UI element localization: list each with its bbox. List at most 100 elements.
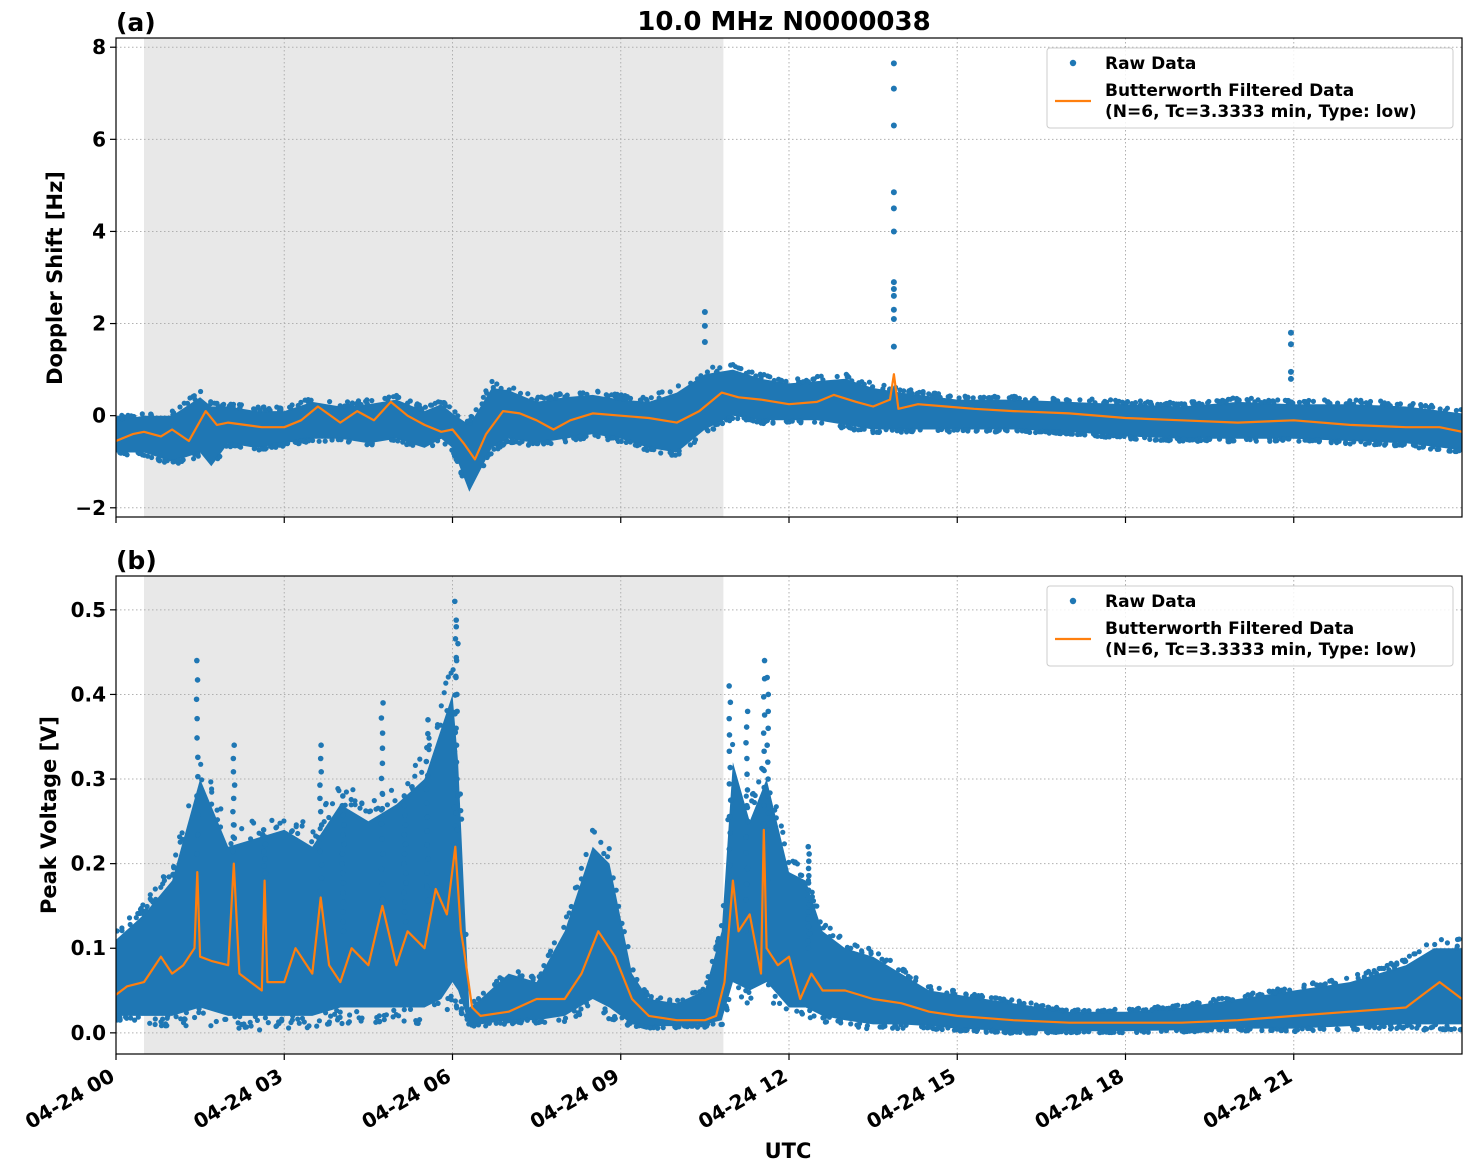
raw-data-point (956, 395, 962, 401)
raw-data-point (627, 439, 634, 445)
raw-data-spike-point (765, 877, 771, 884)
raw-data-point (849, 378, 855, 384)
raw-data-point (493, 1020, 499, 1026)
raw-data-point (170, 871, 176, 877)
raw-data-point (1033, 1002, 1039, 1008)
raw-data-point (348, 802, 354, 808)
raw-data-point (983, 1028, 989, 1034)
raw-data-point (1331, 981, 1337, 987)
raw-data-point (177, 404, 183, 410)
raw-data-point (119, 928, 125, 934)
raw-data-point (1147, 436, 1153, 442)
raw-data-point (826, 1014, 833, 1020)
filtered-data-line (116, 828, 1462, 1024)
raw-data-point (238, 402, 244, 408)
raw-data-point (727, 418, 733, 424)
raw-data-point (1026, 429, 1032, 435)
y-tick-label: 0.5 (71, 598, 106, 622)
raw-data-point (463, 1013, 469, 1019)
raw-data-point (519, 439, 525, 445)
raw-data-spike-point (260, 863, 267, 869)
raw-data-point (903, 428, 910, 434)
raw-data-point (655, 1025, 661, 1031)
raw-data-point (650, 446, 656, 452)
raw-data-point (743, 793, 749, 799)
raw-data-spike-point (193, 696, 200, 703)
raw-data-spike-point (454, 827, 461, 833)
raw-data-point (228, 841, 234, 847)
raw-data-point (1275, 986, 1281, 992)
raw-data-spike-point (403, 880, 409, 886)
raw-data-point (419, 769, 425, 775)
raw-data-point (710, 426, 716, 432)
raw-data-point (126, 915, 133, 921)
raw-data-outlier (890, 286, 897, 293)
raw-data-point (1407, 1022, 1413, 1028)
raw-data-point (1063, 397, 1069, 403)
raw-data-point (355, 398, 362, 404)
raw-data-spike-point (402, 841, 409, 848)
raw-data-point (198, 388, 204, 395)
raw-data-point (1346, 399, 1353, 405)
raw-data-spike-point (340, 889, 346, 896)
raw-data-point (417, 405, 424, 411)
raw-data-spike-point (760, 694, 767, 700)
raw-data-spike-point (424, 814, 431, 820)
raw-data-point (534, 440, 540, 447)
raw-data-point (659, 389, 665, 395)
raw-data-point (404, 441, 410, 448)
raw-data-point (944, 427, 950, 433)
raw-data-spike-point (805, 894, 812, 901)
raw-data-spike-point (194, 677, 201, 683)
raw-data-point (181, 400, 187, 406)
raw-data-point (144, 903, 150, 910)
raw-data-points (116, 362, 1462, 479)
raw-data-point (848, 1021, 854, 1027)
raw-data-spike-point (401, 928, 408, 935)
raw-data-point (1306, 397, 1312, 404)
raw-data-point (568, 903, 574, 910)
raw-data-spike-point (318, 742, 324, 749)
raw-data-point (1148, 399, 1154, 405)
raw-data-point (913, 978, 919, 984)
raw-data-point (232, 1014, 238, 1020)
y-tick-label: −2 (75, 496, 106, 520)
raw-data-point (945, 1025, 951, 1031)
raw-data-point (974, 1027, 981, 1033)
raw-data-spike-point (401, 889, 407, 896)
raw-data-point (900, 1025, 906, 1031)
raw-data-point (153, 896, 159, 903)
raw-data-point (1268, 1027, 1274, 1033)
raw-data-point (277, 820, 283, 826)
raw-data-point (541, 441, 547, 447)
raw-data-point (442, 441, 448, 447)
raw-data-point (710, 364, 716, 370)
raw-data-point (1158, 1028, 1164, 1034)
raw-data-spike-point (454, 691, 460, 698)
legend-box (1046, 585, 1454, 667)
raw-data-point (797, 872, 804, 878)
raw-data-point (1304, 437, 1310, 443)
raw-data-point (431, 1002, 438, 1008)
raw-data-point (644, 447, 650, 453)
raw-data-point (273, 1023, 279, 1029)
raw-data-spike-point (231, 742, 237, 749)
raw-data-spike-point (230, 795, 237, 802)
raw-data-point (1421, 1027, 1427, 1033)
raw-data-point (1355, 971, 1361, 978)
raw-data-point (1124, 399, 1131, 405)
raw-data-point (864, 1025, 870, 1032)
raw-data-point (907, 975, 913, 981)
raw-data-point (632, 442, 638, 448)
raw-data-point (352, 802, 358, 808)
y-tick-label: 4 (92, 219, 106, 243)
raw-data-spike-point (231, 782, 238, 788)
raw-data-spike-point (805, 916, 811, 923)
raw-data-point (509, 437, 515, 443)
raw-data-point (455, 413, 461, 419)
raw-data-spike-point (317, 928, 323, 935)
raw-data-point (323, 800, 329, 807)
raw-data-point (310, 437, 316, 444)
raw-data-spike-point (453, 674, 459, 681)
raw-data-point (692, 989, 698, 995)
